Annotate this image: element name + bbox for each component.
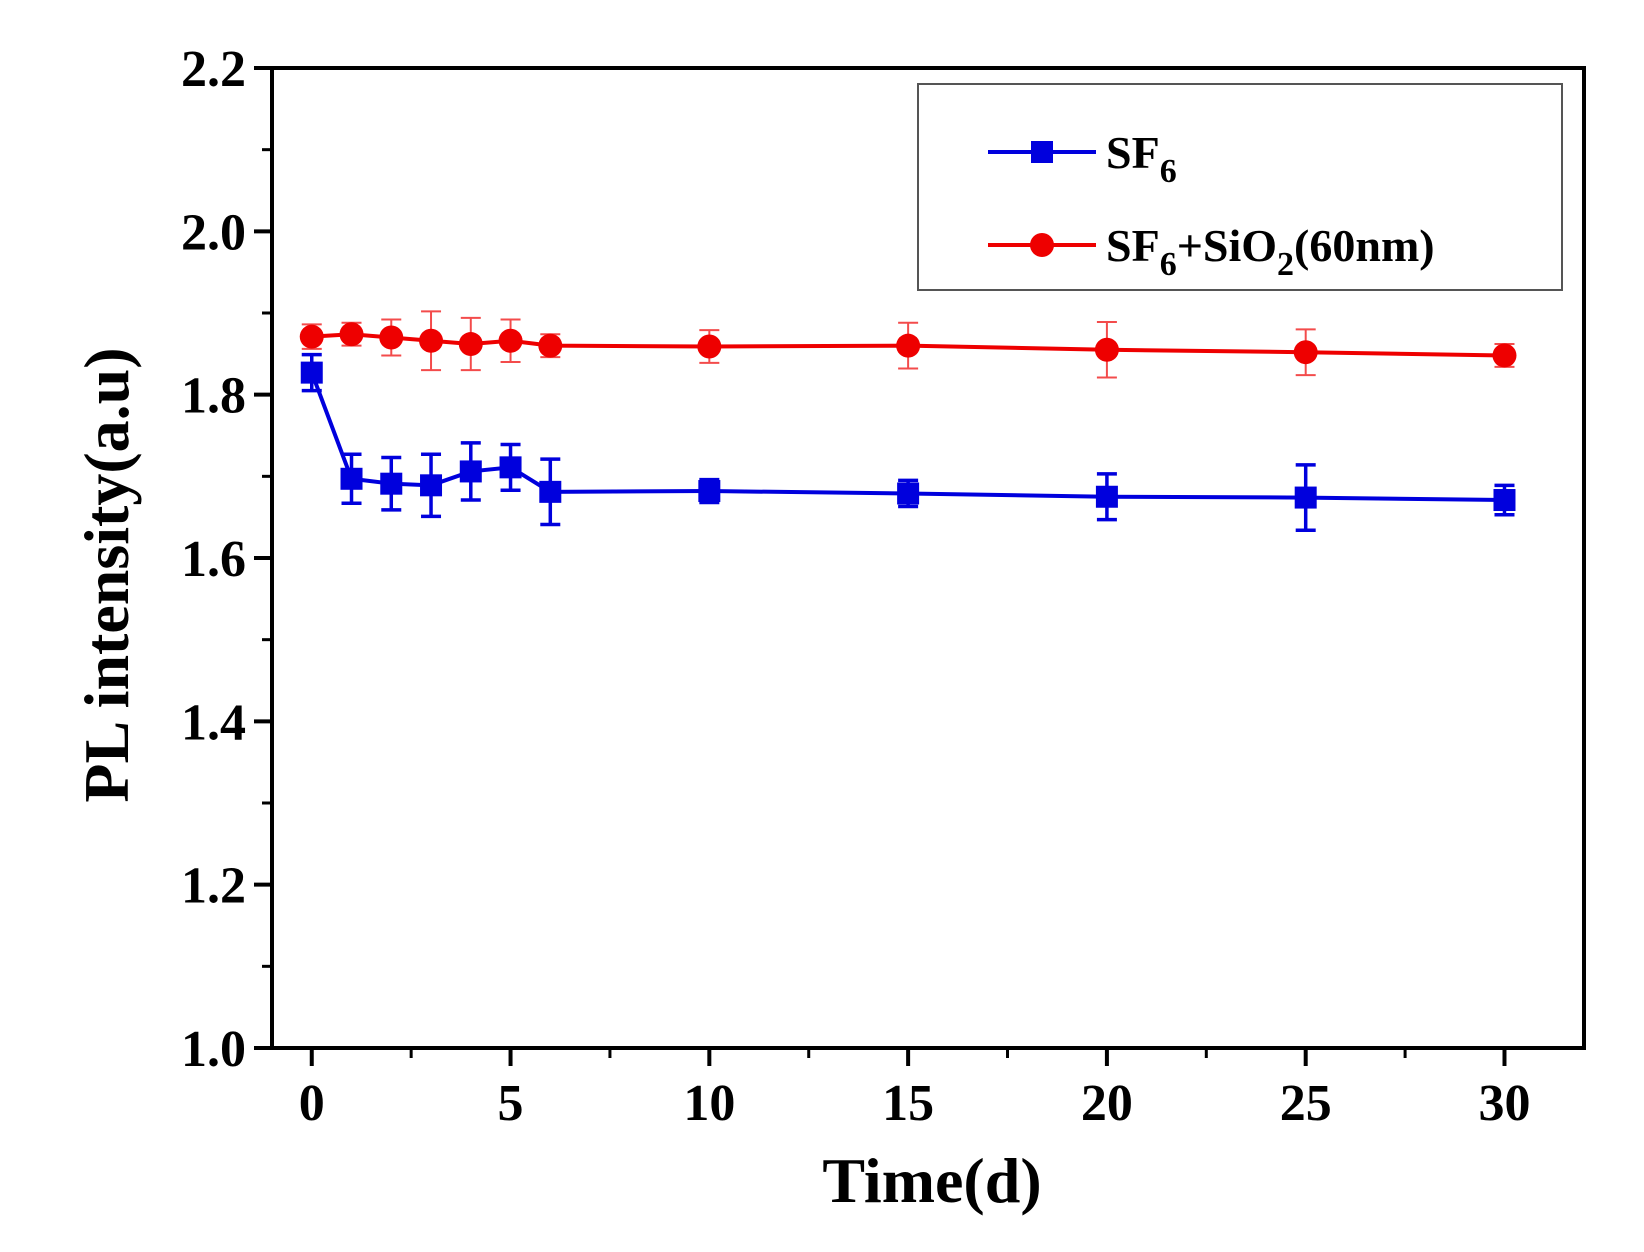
legend-text-subscript: 2 <box>1277 246 1294 283</box>
legend-marker-sf6-sio2 <box>1030 233 1054 257</box>
data-point-sf6-sio2 <box>1094 337 1119 362</box>
legend-label-sf6: SF6 <box>1106 127 1177 190</box>
data-point-sf6 <box>459 460 482 483</box>
data-point-sf6-sio2 <box>697 334 722 359</box>
data-point-sf6-sio2 <box>419 328 444 353</box>
legend-text-tail: +SiO <box>1177 220 1277 271</box>
data-point-sf6-sio2 <box>339 322 364 347</box>
x-tick-label: 15 <box>882 1075 934 1132</box>
data-point-sf6-sio2 <box>498 328 523 353</box>
x-tick-label: 25 <box>1280 1075 1332 1132</box>
x-tick-label: 10 <box>683 1075 735 1132</box>
x-tick-label: 0 <box>299 1075 325 1132</box>
x-tick-label: 20 <box>1081 1075 1133 1132</box>
data-point-sf6 <box>300 361 323 384</box>
data-point-sf6 <box>897 482 920 505</box>
data-point-sf6 <box>380 472 403 495</box>
y-tick-label: 1.2 <box>181 858 246 915</box>
data-point-sf6 <box>1493 489 1516 512</box>
y-tick-label: 2.2 <box>181 41 246 98</box>
x-axis-title: Time(d) <box>822 1145 1041 1216</box>
x-tick-label: 30 <box>1478 1075 1530 1132</box>
data-point-sf6-sio2 <box>1293 340 1318 365</box>
y-tick-label: 1.6 <box>181 531 246 588</box>
data-point-sf6-sio2 <box>458 332 483 357</box>
legend-text-main: SF <box>1106 127 1160 178</box>
legend-box <box>917 83 1563 291</box>
legend-marker-sf6 <box>1031 141 1053 163</box>
data-point-sf6 <box>499 456 522 479</box>
legend-text-subscript: 6 <box>1160 153 1177 190</box>
data-point-sf6 <box>698 480 721 503</box>
data-point-sf6-sio2 <box>896 333 921 358</box>
data-point-sf6 <box>1294 486 1317 509</box>
data-point-sf6 <box>539 480 562 503</box>
y-axis-title: PL intensity(a.u) <box>71 347 142 802</box>
x-tick-label: 5 <box>498 1075 524 1132</box>
data-point-sf6-sio2 <box>538 333 563 358</box>
y-tick-label: 2.0 <box>181 204 246 261</box>
legend-label-sf6-sio2: SF6+SiO2(60nm) <box>1106 220 1435 283</box>
data-point-sf6 <box>340 467 363 490</box>
y-tick-label: 1.8 <box>181 368 246 425</box>
data-point-sf6 <box>1095 485 1118 508</box>
markers-layer <box>299 322 1517 512</box>
y-tick-label: 1.0 <box>181 1021 246 1078</box>
legend-text-end: (60nm) <box>1294 220 1435 271</box>
data-point-sf6-sio2 <box>379 325 404 350</box>
data-point-sf6-sio2 <box>1492 343 1517 368</box>
axes-layer: 0 5 10 15 20 25 30 1.0 1.2 1.4 1.6 1.8 2.0 2.2 <box>181 41 1586 1132</box>
legend-text-main: SF <box>1106 220 1160 271</box>
data-point-sf6-sio2 <box>299 324 324 349</box>
y-tick-label: 1.4 <box>181 694 246 751</box>
legend-text-subscript: 6 <box>1160 246 1177 283</box>
data-point-sf6 <box>420 474 443 497</box>
